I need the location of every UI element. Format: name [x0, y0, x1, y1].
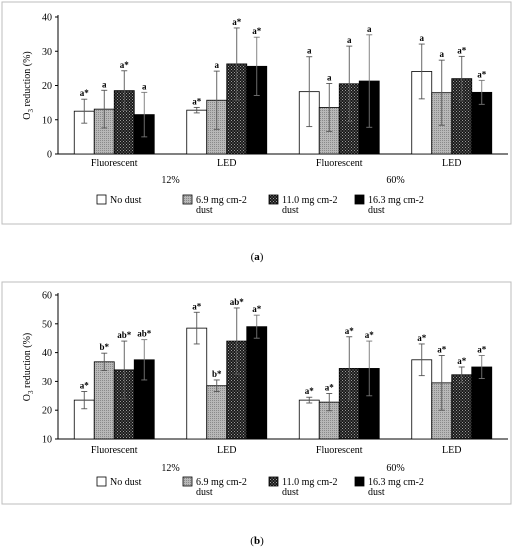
legend-label: 16.3 mg cm-2: [368, 477, 424, 488]
x-group-label: 60%: [386, 175, 404, 186]
legend-swatch: [96, 476, 107, 487]
y-tick-label: 50: [42, 319, 52, 330]
significance-label: a: [307, 46, 312, 56]
y-tick-label: 60: [42, 291, 52, 302]
x-category-label: Fluorescent: [91, 158, 138, 169]
legend-label: 11.0 mg cm-2: [282, 195, 337, 206]
chart-b-svg: 10 20 30 40 50 60 O3 reduction (%) a* b* ab* ab* Fl…: [1, 281, 512, 547]
significance-label: a*: [437, 344, 447, 354]
significance-label: ab*: [137, 329, 152, 339]
significance-label: a*: [80, 88, 90, 98]
y-tick-label: 10: [42, 115, 52, 126]
significance-label: b*: [212, 369, 222, 379]
significance-label: a*: [305, 386, 315, 396]
legend-swatch: [96, 194, 107, 205]
chart-panel-b: 10 20 30 40 50 60 O3 reduction (%) a* b* ab* ab* Fl…: [0, 278, 515, 550]
chart-panel-a: 0 10 20 30 40 O3 reduction (%) a* a a* a Fluoresce…: [0, 0, 515, 270]
significance-label: a: [420, 33, 425, 43]
bar: [451, 374, 473, 440]
legend-swatch: [354, 194, 365, 205]
significance-label: a*: [80, 380, 90, 390]
legend-swatch: [182, 194, 193, 205]
legend-label-line2: dust: [196, 487, 213, 498]
legend-label: No dust: [110, 195, 142, 206]
x-group-label: 60%: [386, 463, 404, 474]
significance-label: a: [367, 24, 372, 34]
y-tick-label: 20: [42, 406, 52, 417]
y-axis-label: O3 reduction (%): [22, 333, 35, 402]
legend-label: 16.3 mg cm-2: [368, 195, 424, 206]
bar: [93, 361, 115, 440]
legend-label-line2: dust: [196, 205, 213, 216]
legend-swatch: [268, 194, 279, 205]
y-tick-label: 30: [42, 47, 52, 58]
significance-label: a: [347, 35, 352, 45]
chart-frame: [1, 281, 512, 505]
significance-label: a*: [365, 330, 375, 340]
significance-label: a*: [417, 333, 427, 343]
x-category-label: LED: [442, 158, 461, 169]
legend-label: 6.9 mg cm-2: [196, 477, 247, 488]
x-group-label: 12%: [161, 463, 179, 474]
y-tick-label: 40: [42, 348, 52, 359]
y-tick-label: 20: [42, 81, 52, 92]
legend-swatch: [354, 476, 365, 487]
significance-label: a*: [325, 382, 335, 392]
panel-caption: (b): [250, 535, 264, 547]
x-category-label: Fluorescent: [316, 158, 363, 169]
significance-label: a*: [192, 96, 202, 106]
y-tick-label: 30: [42, 377, 52, 388]
bar: [206, 385, 228, 440]
significance-label: b*: [99, 342, 109, 352]
panel-caption: (a): [251, 251, 264, 263]
significance-label: a*: [477, 344, 487, 354]
legend-label: No dust: [110, 477, 142, 488]
legend-label: 11.0 mg cm-2: [282, 477, 337, 488]
chart-frame: [1, 1, 512, 225]
legend-swatch: [182, 476, 193, 487]
significance-label: a*: [120, 60, 130, 70]
x-category-label: LED: [217, 158, 236, 169]
significance-label: a: [440, 49, 445, 59]
significance-label: a*: [252, 26, 262, 36]
y-tick-label: 40: [42, 13, 52, 24]
significance-label: a*: [477, 69, 487, 79]
bar: [186, 109, 208, 155]
chart-a-svg: 0 10 20 30 40 O3 reduction (%) a* a a* a Fluoresce…: [1, 1, 512, 263]
significance-label: ab*: [117, 330, 132, 340]
x-group-label: 12%: [161, 175, 179, 186]
significance-label: a: [327, 72, 332, 82]
significance-label: a*: [252, 304, 262, 314]
bar: [186, 327, 208, 440]
significance-label: a*: [457, 356, 467, 366]
bar: [298, 399, 320, 440]
legend-label: 6.9 mg cm-2: [196, 195, 247, 206]
legend-label-line2: dust: [368, 487, 385, 498]
legend-label-line2: dust: [282, 205, 299, 216]
bar: [246, 326, 268, 440]
significance-label: a: [142, 81, 147, 91]
significance-label: a: [102, 79, 107, 89]
y-tick-label: 0: [47, 150, 52, 161]
legend-label-line2: dust: [282, 487, 299, 498]
y-axis-label: O3 reduction (%): [22, 51, 35, 120]
significance-label: a*: [232, 17, 242, 27]
significance-label: a: [215, 60, 220, 70]
x-category-label: Fluorescent: [316, 445, 363, 456]
significance-label: a*: [192, 301, 202, 311]
significance-label: a*: [457, 45, 467, 55]
significance-label: a*: [345, 326, 355, 336]
significance-label: ab*: [230, 297, 245, 307]
x-category-label: Fluorescent: [91, 445, 138, 456]
legend-label-line2: dust: [368, 205, 385, 216]
x-category-label: LED: [217, 445, 236, 456]
y-tick-label: 10: [42, 435, 52, 446]
legend-swatch: [268, 476, 279, 487]
x-category-label: LED: [442, 445, 461, 456]
